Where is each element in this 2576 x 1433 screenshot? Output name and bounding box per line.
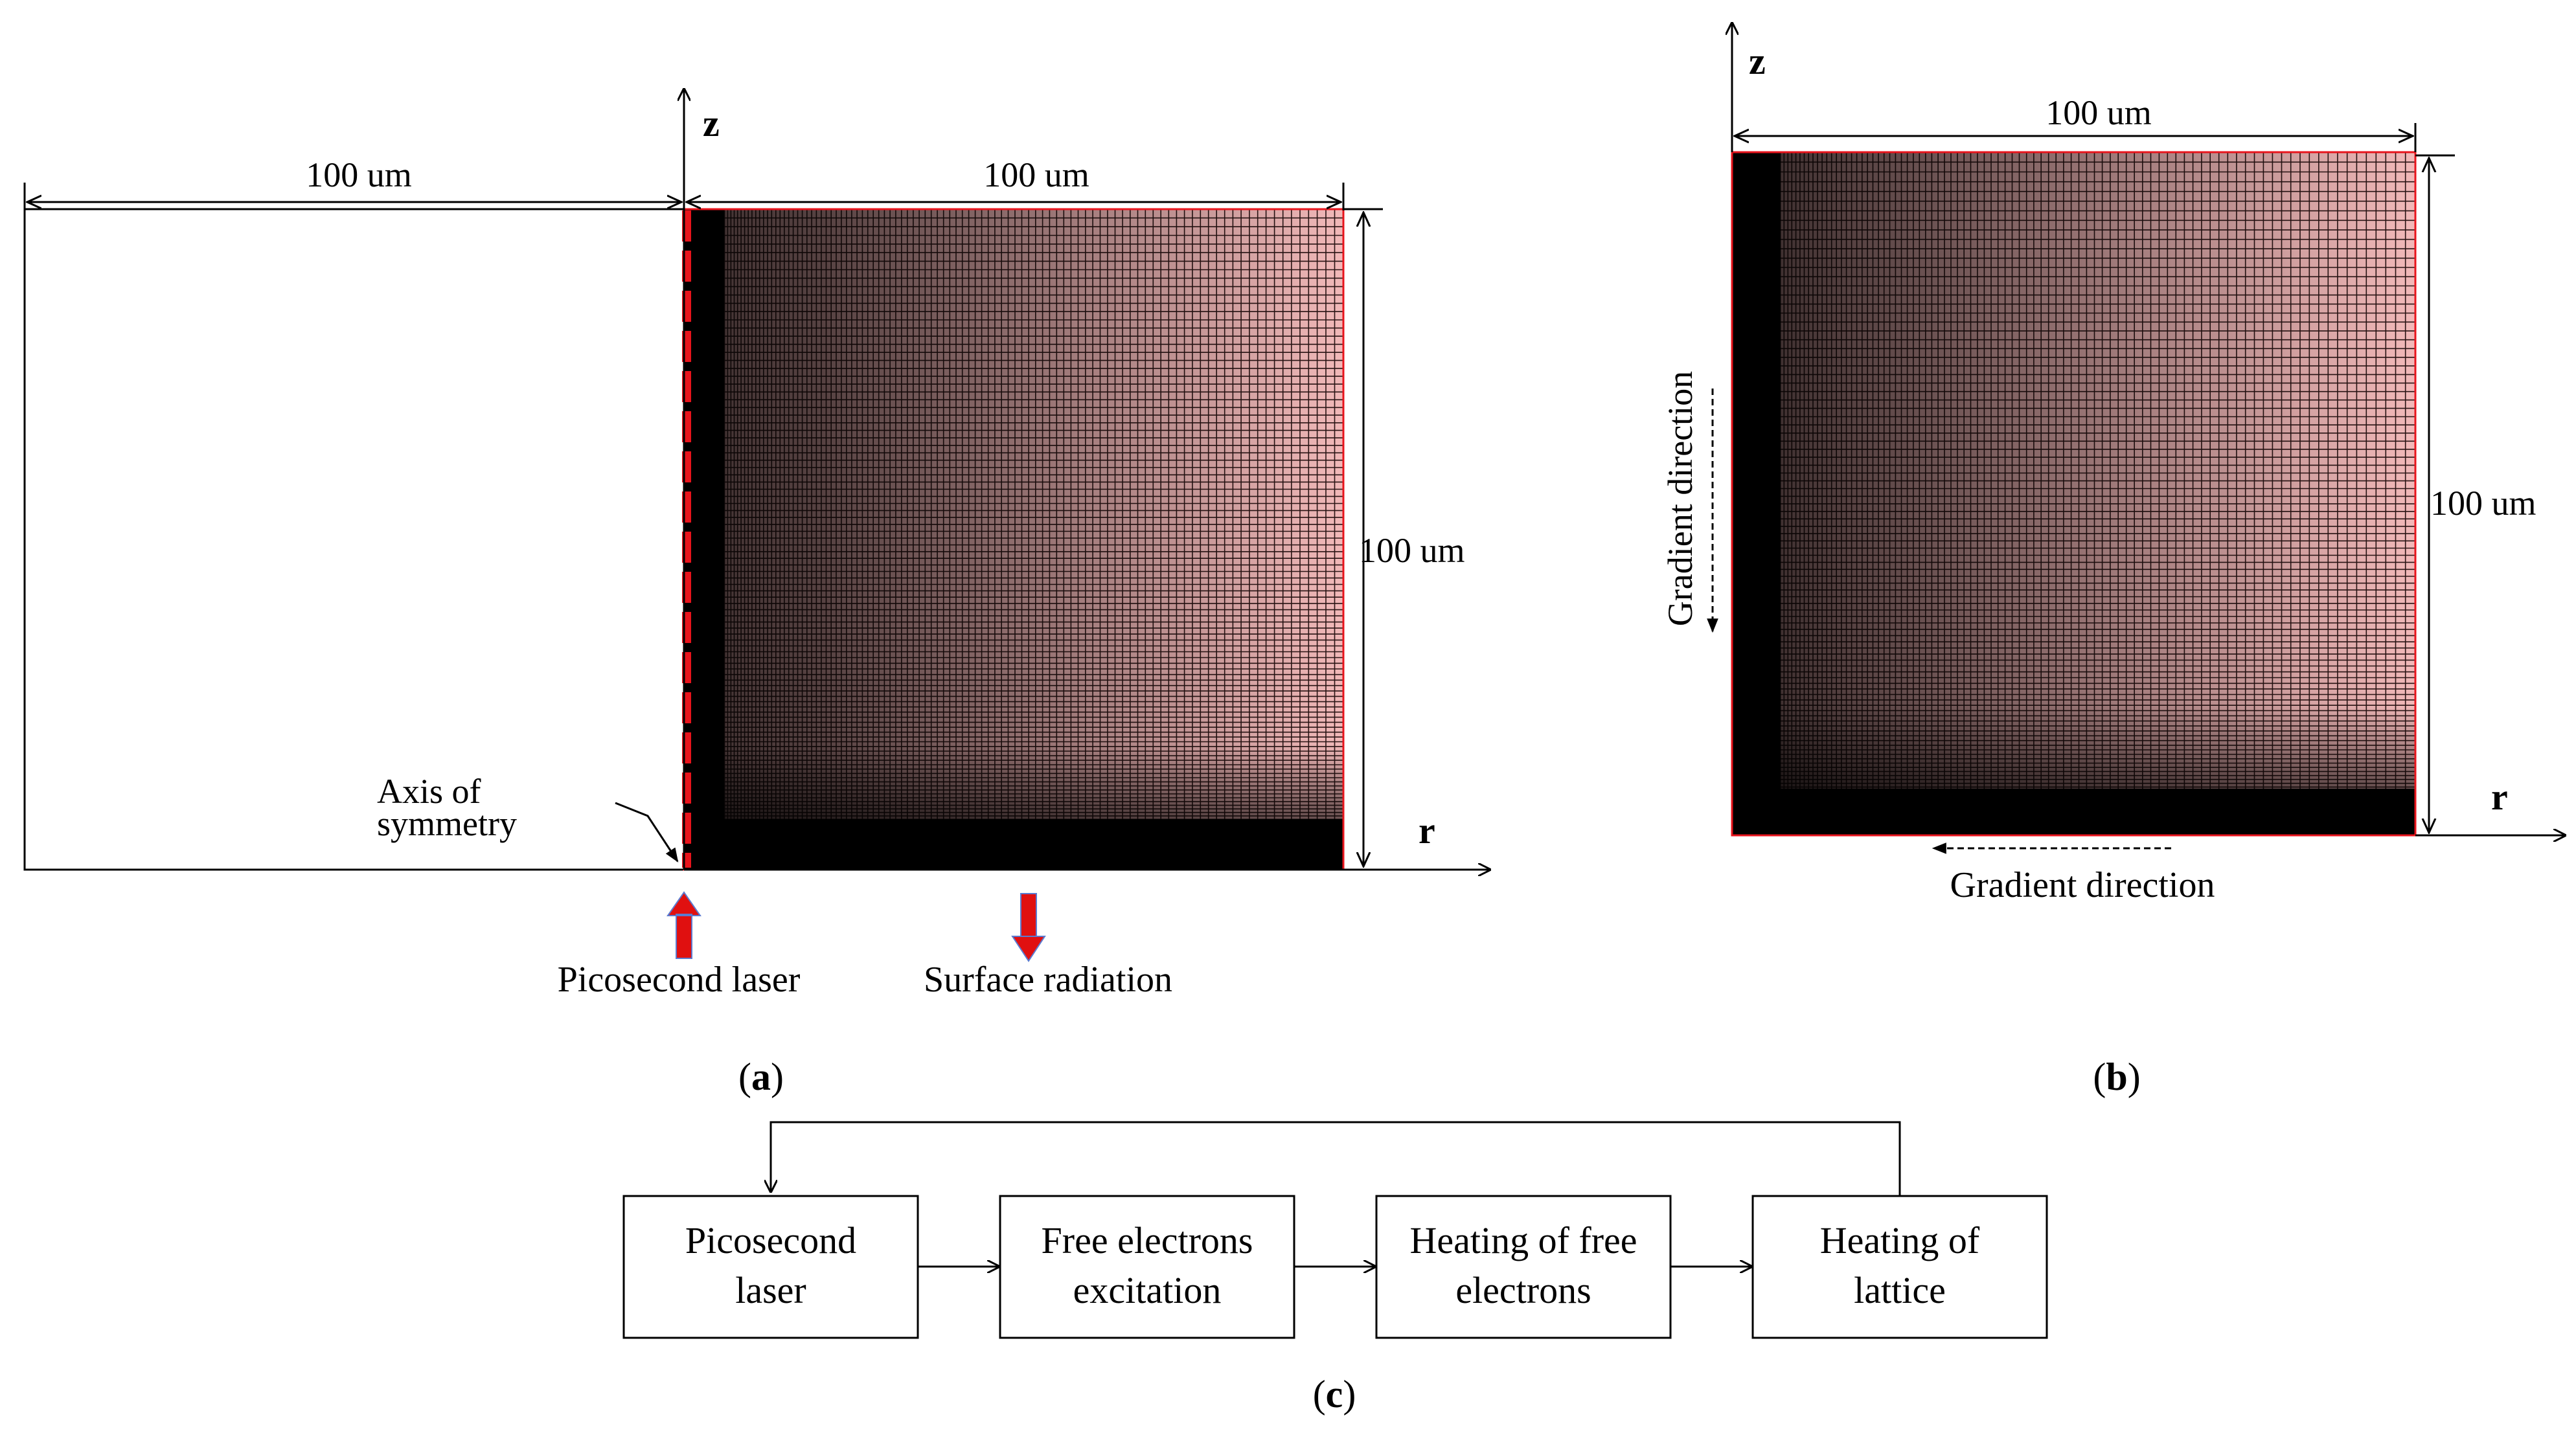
mesh-b: [1731, 151, 2417, 837]
flow-box-3-line1: Heating of free: [1409, 1219, 1637, 1261]
flow-box-4: [1751, 1195, 2048, 1339]
dim-label-top-left: 100 um: [306, 155, 412, 194]
caption-b: (b): [2093, 1055, 2140, 1098]
flow-box-4-line1: Heating of: [1820, 1219, 1980, 1261]
axis-label-leader: [615, 802, 679, 863]
radiation-arrow: [1011, 893, 1046, 962]
panel-a: z r 100 um 100 um 100 um Axis of symmetr…: [23, 89, 1490, 1098]
radiation-label: Surface radiation: [924, 960, 1172, 1000]
feedback-loop-line: [771, 1121, 1901, 1196]
axis-label-line1: Axis of: [377, 772, 481, 811]
left-domain-outline: [23, 208, 685, 871]
flow-box-3-line2: electrons: [1455, 1269, 1591, 1311]
caption-a: (a): [738, 1055, 784, 1098]
flow-box-3: [1375, 1195, 1672, 1339]
axis-label-line2: symmetry: [377, 804, 517, 843]
dim-label-top-right: 100 um: [983, 155, 1089, 194]
flow-box-2-line1: Free electrons: [1042, 1219, 1253, 1261]
dim-label-right: 100 um: [1359, 531, 1465, 570]
flow-box-2: [999, 1195, 1295, 1339]
z-label-a: z: [703, 102, 720, 144]
flow-box-1-line2: laser: [735, 1269, 806, 1311]
laser-arrow: [667, 891, 701, 959]
z-label-b: z: [1749, 40, 1766, 82]
flow-box-1-line1: Picosecond: [685, 1219, 856, 1261]
mesh-a: [683, 208, 1345, 871]
laser-label: Picosecond laser: [558, 960, 801, 1000]
gradient-vertical-label: Gradient direction: [1661, 371, 1700, 626]
r-label-a: r: [1419, 809, 1435, 852]
caption-c: (c): [1313, 1373, 1356, 1416]
r-label-b: r: [2491, 776, 2508, 818]
flow-box-1: [622, 1195, 919, 1339]
flow-box-2-line2: excitation: [1073, 1269, 1222, 1311]
dim-label-b-top: 100 um: [2046, 93, 2152, 132]
flow-box-4-line2: lattice: [1854, 1269, 1946, 1311]
panel-b: z r 100 um 100 um Gradient direction Gra…: [1661, 23, 2565, 1098]
panel-c: Picosecond laser Free electrons excitati…: [622, 1121, 2048, 1416]
dim-label-b-right: 100 um: [2430, 484, 2536, 523]
gradient-horizontal-label: Gradient direction: [1950, 865, 2215, 905]
